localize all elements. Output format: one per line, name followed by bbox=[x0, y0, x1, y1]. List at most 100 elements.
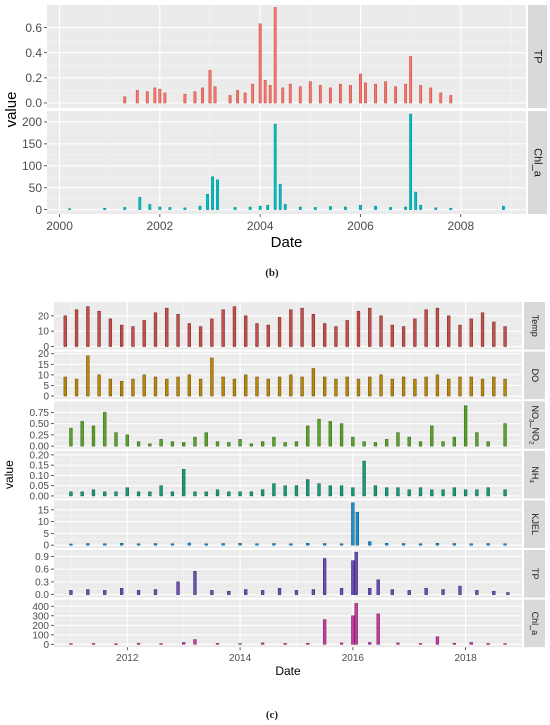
bar-temp-17 bbox=[255, 323, 259, 347]
bar-kjel-24 bbox=[452, 543, 456, 546]
bar-do-28 bbox=[379, 374, 383, 397]
panel-temp: 0 10 20 Temp bbox=[38, 302, 545, 353]
bar-temp-37 bbox=[480, 312, 485, 347]
bar-chl-a-0 bbox=[68, 208, 71, 210]
bar-chl-a-12 bbox=[233, 207, 237, 210]
bar-kjel-15 bbox=[323, 543, 327, 546]
bar-temp-34 bbox=[447, 315, 451, 347]
bar-chl-a-19 bbox=[418, 643, 423, 645]
bar-kjel-1 bbox=[86, 543, 90, 546]
bar-no3-no2-21 bbox=[306, 425, 310, 447]
bar-temp-28 bbox=[379, 315, 383, 347]
bar-no3-no2-20 bbox=[294, 441, 299, 447]
bar-do-38 bbox=[492, 376, 496, 397]
facet-strip bbox=[524, 599, 545, 648]
bar-do-27 bbox=[368, 376, 372, 397]
y-tick-label: 200 bbox=[32, 621, 49, 632]
bar-do-33 bbox=[435, 374, 440, 397]
panel-background bbox=[47, 5, 526, 108]
bar-chl-a-17 bbox=[278, 183, 282, 210]
bar-kjel-20 bbox=[385, 543, 389, 546]
y-tick-label: 0.15 bbox=[30, 461, 50, 472]
bar-chl-a-1 bbox=[91, 643, 96, 645]
bar-chl-a-9 bbox=[260, 642, 265, 645]
bar-nh4-3 bbox=[103, 491, 107, 497]
bar-tp-24 bbox=[441, 589, 445, 595]
bar-kjel-21 bbox=[401, 543, 406, 546]
bar-nh4-6 bbox=[136, 491, 141, 497]
bar-chl-a-8 bbox=[238, 643, 242, 645]
panel-no3-no2: 0.000.250.500.75 NO3_NO2 bbox=[30, 401, 545, 453]
bar-chl-a-18 bbox=[396, 642, 400, 645]
bar-temp-7 bbox=[142, 320, 146, 347]
bar-do-0 bbox=[63, 376, 67, 397]
bar-temp-1 bbox=[74, 309, 79, 347]
y-tick-label: 10 bbox=[38, 517, 50, 528]
bar-tp-28 bbox=[364, 82, 367, 104]
bar-kjel-25 bbox=[469, 543, 473, 546]
bar-chl-a-5 bbox=[158, 206, 162, 210]
panel-background bbox=[47, 111, 526, 214]
bar-do-7 bbox=[142, 374, 146, 397]
facet-strip bbox=[528, 5, 547, 108]
bar-no3-no2-2 bbox=[91, 425, 96, 447]
y-tick-label: 100 bbox=[32, 630, 49, 641]
bar-chl-a-4 bbox=[159, 643, 163, 645]
bar-no3-no2-8 bbox=[159, 439, 163, 447]
bar-temp-23 bbox=[323, 323, 327, 347]
x-tick-label-2006: 2006 bbox=[347, 219, 374, 233]
bar-no3-no2-36 bbox=[475, 432, 479, 447]
bar-tp-35 bbox=[429, 87, 433, 104]
bar-kjel-4 bbox=[136, 543, 141, 546]
y-tick-label: 15 bbox=[38, 505, 50, 516]
bar-no3-no2-31 bbox=[418, 441, 423, 447]
bar-tp-8 bbox=[210, 590, 214, 595]
bar-do-34 bbox=[447, 378, 451, 397]
bar-chl-a-19 bbox=[298, 206, 302, 210]
bar-tp-23 bbox=[424, 588, 428, 595]
bar-no3-no2-34 bbox=[452, 436, 456, 447]
bar-nh4-37 bbox=[486, 487, 490, 497]
bar-kjel-22 bbox=[418, 543, 423, 546]
bar-no3-no2-30 bbox=[407, 436, 411, 447]
y-tick-label: 10 bbox=[38, 370, 50, 381]
bar-do-12 bbox=[198, 378, 203, 397]
bar-tp-33 bbox=[409, 56, 413, 104]
bar-tp-11 bbox=[260, 590, 265, 595]
bar-tp-25 bbox=[458, 585, 462, 595]
bar-temp-32 bbox=[424, 309, 428, 347]
bar-no3-no2-18 bbox=[272, 436, 276, 447]
bar-kjel-27 bbox=[503, 543, 507, 546]
bar-kjel-16 bbox=[339, 543, 344, 546]
y-axis-title: value bbox=[2, 460, 16, 489]
bar-chl-a-2 bbox=[114, 643, 118, 645]
bar-chl-a-11 bbox=[306, 642, 310, 645]
bar-temp-24 bbox=[334, 326, 338, 347]
bar-kjel-9 bbox=[221, 543, 225, 546]
bar-do-15 bbox=[232, 378, 237, 397]
facet-label-tp: TP bbox=[532, 49, 544, 63]
bar-tp-20 bbox=[288, 83, 292, 104]
bar-do-1 bbox=[74, 378, 79, 397]
y-tick-label: 0 bbox=[43, 342, 49, 353]
bar-do-32 bbox=[424, 376, 428, 397]
y-tick-label: 50 bbox=[29, 181, 43, 195]
bar-nh4-29 bbox=[396, 487, 400, 497]
bar-temp-26 bbox=[356, 310, 361, 347]
bar-tp-7 bbox=[193, 91, 197, 104]
bar-no3-no2-7 bbox=[148, 443, 152, 447]
bar-tp-5 bbox=[163, 92, 167, 104]
facet-strip bbox=[524, 550, 545, 598]
bar-chl-a-31 bbox=[449, 208, 453, 210]
x-tick-label-2016: 2016 bbox=[342, 653, 365, 664]
bar-do-31 bbox=[413, 378, 417, 397]
bar-temp-3 bbox=[97, 310, 101, 347]
bar-do-18 bbox=[266, 378, 270, 397]
bar-chl-a-24 bbox=[374, 205, 377, 210]
bar-temp-25 bbox=[345, 320, 349, 347]
bar-nh4-13 bbox=[215, 489, 220, 497]
bar-temp-35 bbox=[458, 324, 462, 347]
bar-nh4-2 bbox=[91, 489, 96, 497]
x-tick-label-2002: 2002 bbox=[147, 219, 174, 233]
